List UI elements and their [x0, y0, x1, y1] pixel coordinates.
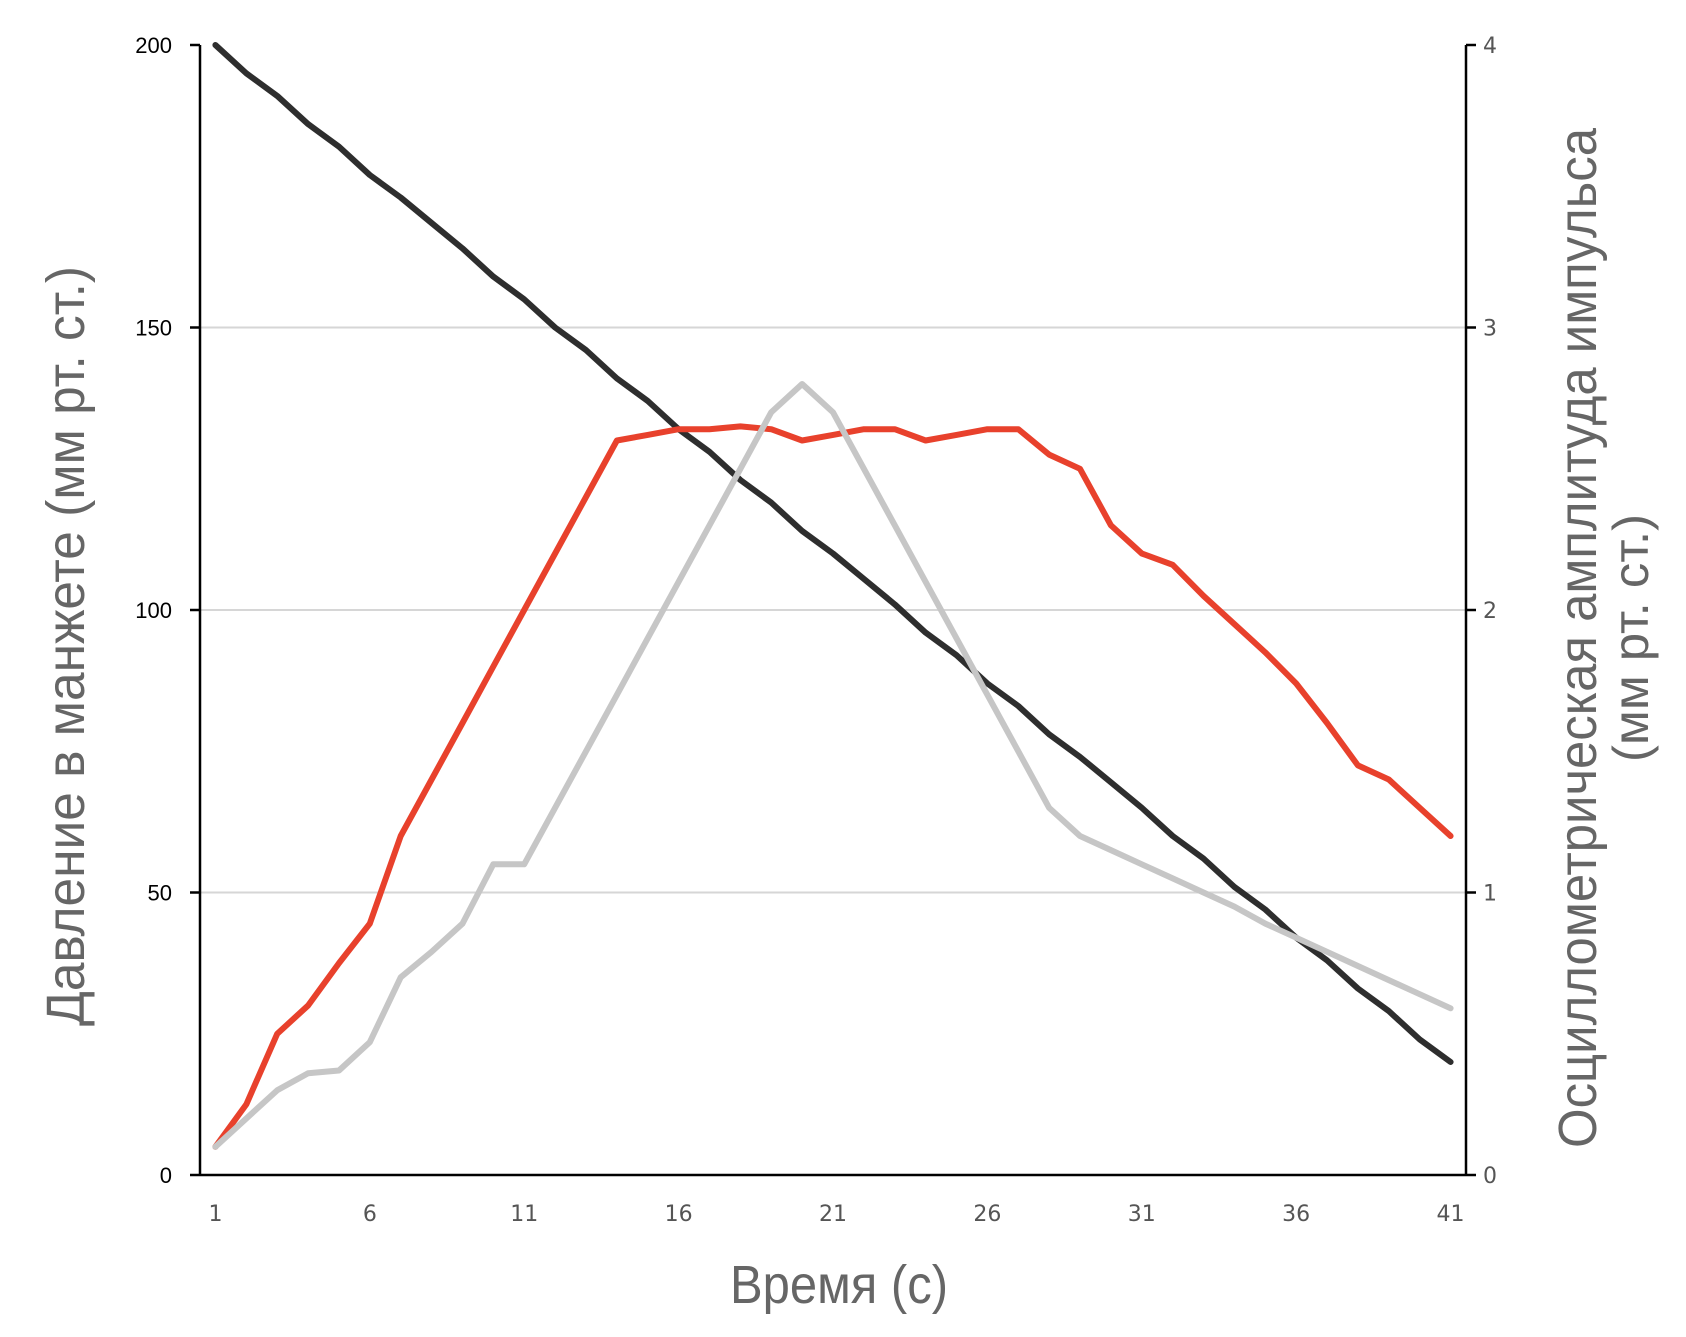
- left-tick-label: 0: [160, 1163, 172, 1188]
- x-tick-label: 16: [665, 1202, 693, 1227]
- left-tick-label: 150: [135, 316, 172, 341]
- left-y-axis-title: Давление в манжете (мм рт. ст.): [36, 266, 96, 1026]
- series-line-red: [212, 423, 1454, 1150]
- series-line-gray: [212, 381, 1454, 1150]
- right-tick-label: 0: [1483, 1164, 1497, 1189]
- x-tick-label: 26: [973, 1202, 1001, 1227]
- left-tick-label: 200: [135, 33, 172, 58]
- left-tick-label: 50: [148, 881, 172, 906]
- x-tick-label: 41: [1437, 1202, 1465, 1227]
- right-tick-label: 3: [1483, 317, 1497, 342]
- x-tick-label: 31: [1128, 1202, 1156, 1227]
- right-y-axis-title-line1: Осциллометрическая амплитуда импульса: [1548, 127, 1608, 1148]
- x-tick-label: 36: [1282, 1202, 1310, 1227]
- x-axis-title: Время (с): [730, 1255, 948, 1315]
- series-lines: [212, 42, 1454, 1150]
- x-tick-label: 11: [510, 1202, 538, 1227]
- x-tick-label: 1: [208, 1202, 222, 1227]
- right-tick-label: 1: [1483, 882, 1497, 907]
- left-tick-label: 100: [135, 598, 172, 623]
- right-tick-label: 2: [1483, 599, 1497, 624]
- x-tick-label: 6: [363, 1202, 377, 1227]
- series-line-black: [212, 42, 1454, 1065]
- right-tick-label: 4: [1483, 34, 1497, 59]
- gridlines: [200, 326, 1466, 894]
- right-y-axis-title-line2: (мм рт. ст.): [1603, 514, 1659, 762]
- x-tick-label: 21: [819, 1202, 847, 1227]
